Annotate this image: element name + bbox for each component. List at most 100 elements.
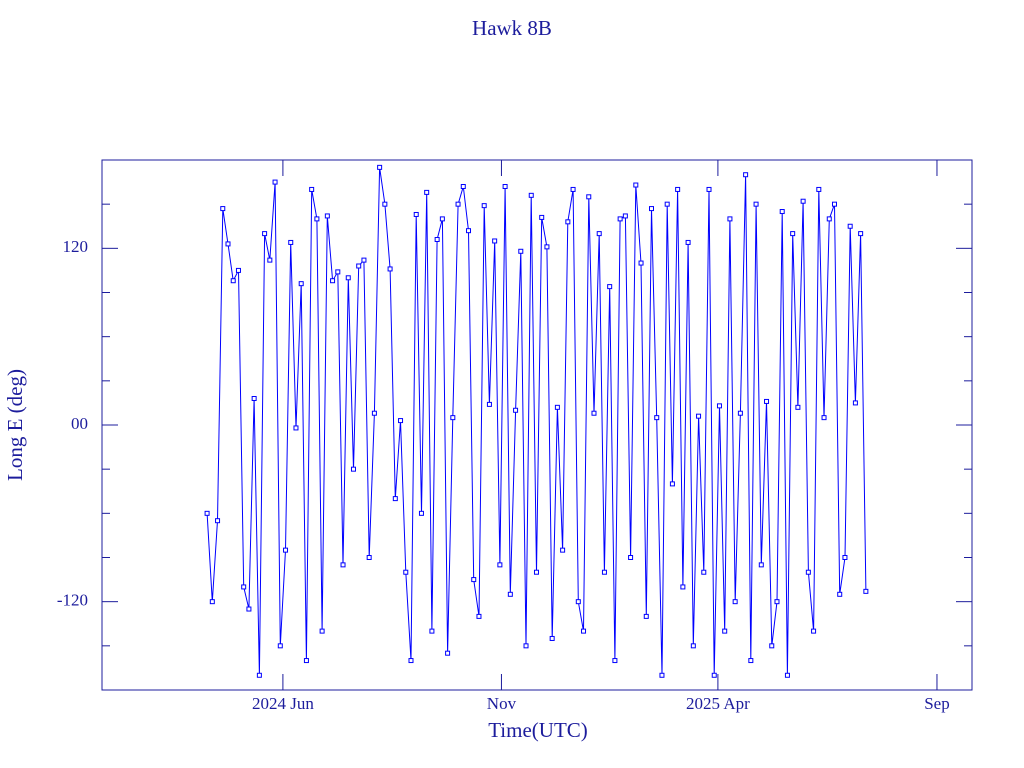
point-marker: [664, 201, 670, 207]
point-marker: [795, 404, 801, 410]
point-marker: [696, 413, 702, 419]
point-marker: [690, 643, 696, 649]
point-marker: [377, 164, 383, 170]
point-marker: [267, 257, 273, 263]
point-marker: [366, 555, 372, 560]
point-marker: [371, 410, 377, 416]
point-marker: [256, 672, 262, 678]
point-marker: [831, 201, 837, 207]
point-marker: [215, 518, 221, 524]
point-marker: [486, 401, 492, 407]
point-marker: [225, 241, 231, 247]
point-marker: [811, 628, 817, 634]
point-marker: [607, 284, 613, 290]
point-marker: [622, 213, 628, 219]
point-marker: [340, 562, 346, 568]
point-marker: [654, 415, 660, 421]
point-marker: [570, 186, 576, 192]
x-tick-label: 2025 Apr: [686, 694, 750, 713]
x-tick-label: 2024 Jun: [252, 694, 314, 713]
point-marker: [858, 231, 864, 237]
point-marker: [554, 404, 560, 410]
point-marker: [455, 201, 461, 207]
point-marker: [675, 186, 681, 192]
point-marker: [277, 643, 283, 649]
point-marker: [303, 658, 309, 664]
point-marker: [612, 658, 618, 664]
point-marker: [732, 599, 738, 605]
point-marker: [539, 214, 545, 220]
point-marker: [659, 672, 665, 678]
y-tick-label: 00: [71, 414, 88, 433]
point-marker: [356, 263, 362, 269]
point-marker: [241, 584, 247, 590]
point-marker: [669, 481, 675, 487]
point-marker: [737, 410, 743, 416]
point-marker: [523, 643, 529, 649]
point-marker: [711, 672, 717, 678]
plot-area: [204, 164, 869, 678]
point-marker: [262, 231, 268, 237]
point-marker: [722, 628, 728, 634]
point-marker: [779, 209, 785, 215]
point-marker: [330, 278, 336, 284]
point-marker: [758, 562, 764, 568]
point-marker: [471, 577, 477, 583]
point-marker: [429, 628, 435, 634]
point-marker: [439, 216, 445, 222]
point-marker: [586, 194, 592, 200]
chart-title: Hawk 8B: [472, 16, 552, 40]
point-marker: [842, 555, 848, 560]
point-marker: [209, 599, 215, 605]
point-marker: [727, 216, 733, 222]
point-marker: [628, 555, 634, 560]
point-marker: [466, 228, 472, 234]
point-marker: [528, 192, 534, 198]
point-marker: [502, 184, 508, 189]
point-marker: [643, 613, 649, 619]
point-marker: [805, 569, 811, 575]
point-marker: [649, 206, 655, 212]
point-marker: [398, 418, 404, 424]
x-tick-label: Sep: [924, 694, 950, 713]
point-marker: [434, 237, 440, 242]
point-marker: [847, 223, 853, 229]
point-marker: [246, 606, 252, 612]
point-marker: [309, 186, 315, 192]
point-marker: [345, 275, 351, 281]
point-marker: [283, 547, 289, 553]
point-marker: [821, 415, 827, 421]
point-marker: [424, 189, 430, 195]
point-marker: [638, 260, 644, 266]
point-marker: [288, 239, 294, 245]
point-marker: [298, 281, 304, 287]
point-marker: [387, 266, 393, 272]
point-marker: [790, 231, 796, 237]
x-axis-label: Time(UTC): [488, 718, 588, 742]
point-marker: [837, 591, 843, 597]
point-marker: [497, 562, 503, 568]
point-marker: [382, 201, 388, 207]
point-marker: [392, 496, 398, 502]
point-marker: [324, 213, 330, 219]
point-marker: [716, 403, 722, 409]
point-marker: [403, 569, 409, 575]
point-marker: [581, 628, 587, 634]
point-marker: [481, 203, 487, 209]
point-marker: [507, 591, 513, 597]
point-marker: [680, 584, 686, 590]
point-marker: [800, 198, 806, 204]
point-marker: [596, 231, 602, 237]
point-marker: [701, 569, 707, 575]
point-marker: [314, 216, 320, 222]
point-marker: [350, 466, 356, 472]
point-marker: [784, 672, 790, 678]
point-marker: [272, 179, 278, 185]
point-marker: [230, 278, 236, 284]
point-marker: [445, 650, 451, 656]
point-marker: [863, 588, 869, 594]
point-marker: [591, 410, 597, 416]
point-marker: [685, 239, 691, 245]
point-marker: [293, 425, 299, 431]
